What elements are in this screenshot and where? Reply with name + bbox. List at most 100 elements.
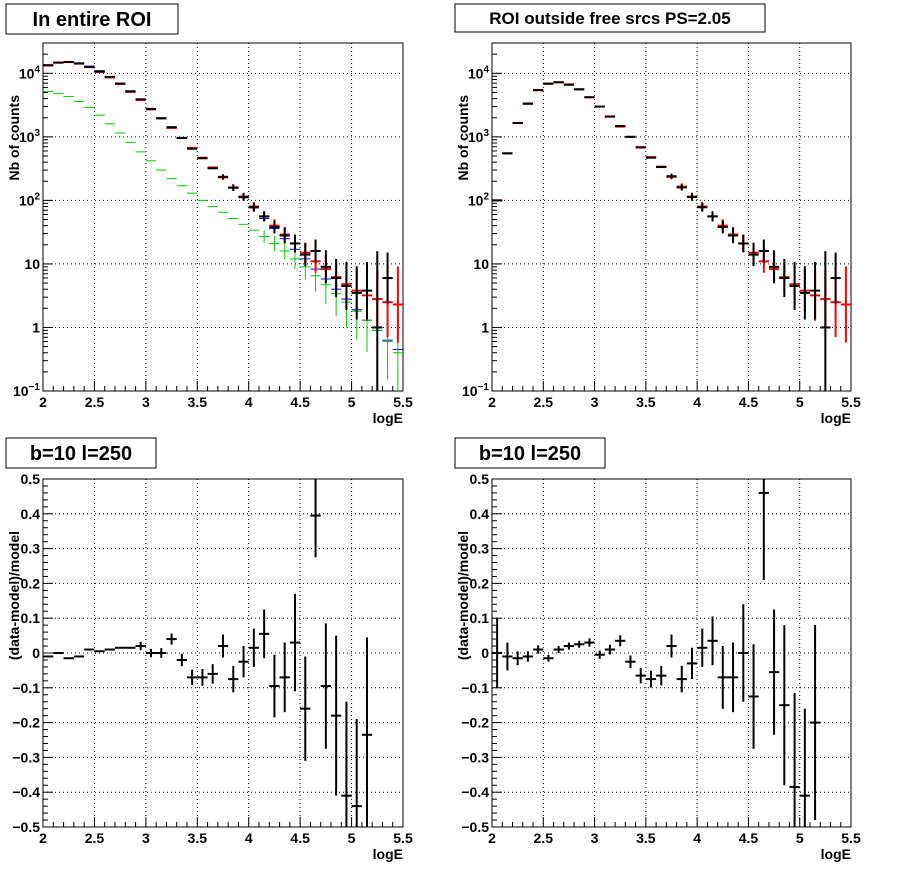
y-tick-label: −0.3	[12, 749, 40, 765]
y-tick-label: 0.1	[470, 610, 490, 626]
series-4	[43, 60, 393, 391]
x-tick-label: 3.5	[188, 830, 208, 846]
x-tick-label: 2	[488, 394, 496, 410]
y-axis-title: (data-model)/model	[455, 531, 471, 660]
x-axis-title: logE	[821, 410, 851, 426]
x-axis-title: logE	[373, 410, 403, 426]
y-tick-label: 0	[32, 645, 40, 661]
y-tick-label: 10−1	[13, 382, 40, 399]
x-tick-label: 4	[693, 394, 701, 410]
y-tick-label: 102	[468, 191, 490, 208]
x-tick-label: 2.5	[85, 394, 105, 410]
ticks	[42, 42, 404, 392]
y-tick-label: −0.5	[12, 819, 40, 835]
y-tick-label: 1	[32, 319, 40, 335]
y-tick-label: 0.1	[21, 610, 41, 626]
data-marks	[492, 479, 821, 827]
x-tick-label: 5.5	[841, 830, 861, 846]
plot-pad-4: 2 2.5 3 3.5 4 4.5 5 5.5 −0.5 −0.4 −0.3 −0.2 −0.1 0 0.1…	[454, 437, 861, 862]
ticks	[491, 42, 852, 392]
data-marks	[492, 81, 851, 391]
data-marks	[43, 60, 403, 391]
x-tick-label: 4.5	[290, 394, 310, 410]
y-tick-label: 103	[468, 128, 490, 145]
x-tick-label: 5.5	[841, 394, 861, 410]
series-2	[492, 81, 841, 391]
y-tick-label: 1	[481, 319, 489, 335]
x-axis-title: logE	[821, 846, 851, 862]
y-tick-label: 0.5	[21, 471, 41, 487]
x-tick-label: 5	[796, 394, 804, 410]
series-1	[492, 479, 821, 827]
x-tick-label: 5.5	[393, 830, 413, 846]
data-marks	[43, 479, 373, 827]
y-tick-label: 103	[19, 128, 41, 145]
x-tick-label: 3.5	[188, 394, 208, 410]
grid	[42, 43, 404, 392]
y-axis-title: Nb of counts	[6, 95, 22, 181]
x-tick-label: 5	[348, 394, 356, 410]
x-tick-label: 3	[591, 830, 599, 846]
y-axis-title: (data-model)/model	[6, 531, 22, 660]
x-axis-title: logE	[373, 846, 403, 862]
title-box	[454, 3, 766, 33]
series-1	[492, 81, 851, 343]
chart-title: b=10 l=250	[30, 443, 132, 465]
chart-title: ROI outside free srcs PS=2.05	[489, 9, 730, 28]
x-tick-label: 4.5	[739, 830, 759, 846]
y-tick-label: −0.2	[12, 715, 40, 731]
x-tick-label: 5	[348, 830, 356, 846]
y-tick-label: 0	[481, 645, 489, 661]
x-tick-label: 3.5	[636, 830, 656, 846]
plot-frame	[491, 42, 852, 392]
x-tick-label: 2.5	[534, 830, 554, 846]
x-tick-label: 4	[245, 830, 253, 846]
x-tick-label: 3	[142, 394, 150, 410]
title-box	[454, 437, 606, 469]
title-box	[5, 3, 179, 35]
x-tick-label: 3	[591, 394, 599, 410]
y-tick-label: 10	[24, 256, 40, 272]
series-3	[43, 61, 403, 343]
y-tick-label: −0.4	[12, 784, 40, 800]
chart-title: b=10 l=250	[479, 443, 581, 465]
y-tick-label: 104	[468, 64, 490, 81]
y-tick-label: 104	[19, 64, 41, 81]
x-tick-label: 2	[39, 394, 47, 410]
y-tick-label: 0.2	[21, 575, 41, 591]
title-box	[5, 437, 157, 469]
x-tick-label: 4	[245, 394, 253, 410]
y-tick-label: 0.3	[470, 541, 490, 557]
y-tick-label: 0.4	[470, 506, 490, 522]
y-tick-label: −0.1	[12, 680, 40, 696]
x-tick-label: 4.5	[739, 394, 759, 410]
y-tick-label: 102	[19, 191, 41, 208]
plot-frame	[42, 42, 404, 392]
x-tick-label: 2	[488, 830, 496, 846]
y-tick-label: 0.4	[21, 506, 41, 522]
series-1	[43, 479, 373, 827]
x-tick-label: 4	[693, 830, 701, 846]
plot-pad-1: 2 2.5 3 3.5 4 4.5 5 5.5 10−1 1 10 102 103 104 logE Nb o…	[5, 3, 413, 426]
y-tick-label: −0.5	[461, 819, 489, 835]
x-tick-label: 5	[796, 830, 804, 846]
y-tick-label: 10	[473, 256, 489, 272]
y-tick-label: −0.3	[461, 749, 489, 765]
plot-pad-3: 2 2.5 3 3.5 4 4.5 5 5.5 −0.5 −0.4 −0.3 −0.2 −0.1 0 0.1…	[5, 437, 413, 862]
x-tick-label: 5.5	[393, 394, 413, 410]
y-tick-label: −0.2	[461, 715, 489, 731]
x-tick-label: 2.5	[85, 830, 105, 846]
series-1	[43, 61, 403, 350]
x-tick-label: 4.5	[290, 830, 310, 846]
ticks	[42, 478, 404, 828]
x-tick-label: 2.5	[534, 394, 554, 410]
y-tick-label: 0.5	[470, 471, 490, 487]
y-tick-label: 0.2	[470, 575, 490, 591]
series-2	[43, 90, 403, 391]
x-tick-label: 2	[39, 830, 47, 846]
x-tick-label: 3.5	[636, 394, 656, 410]
x-tick-label: 3	[142, 830, 150, 846]
plot-pad-2: 2 2.5 3 3.5 4 4.5 5 5.5 10−1 1 10 102 103 104 logE Nb o…	[454, 3, 861, 426]
y-tick-label: −0.4	[461, 784, 489, 800]
